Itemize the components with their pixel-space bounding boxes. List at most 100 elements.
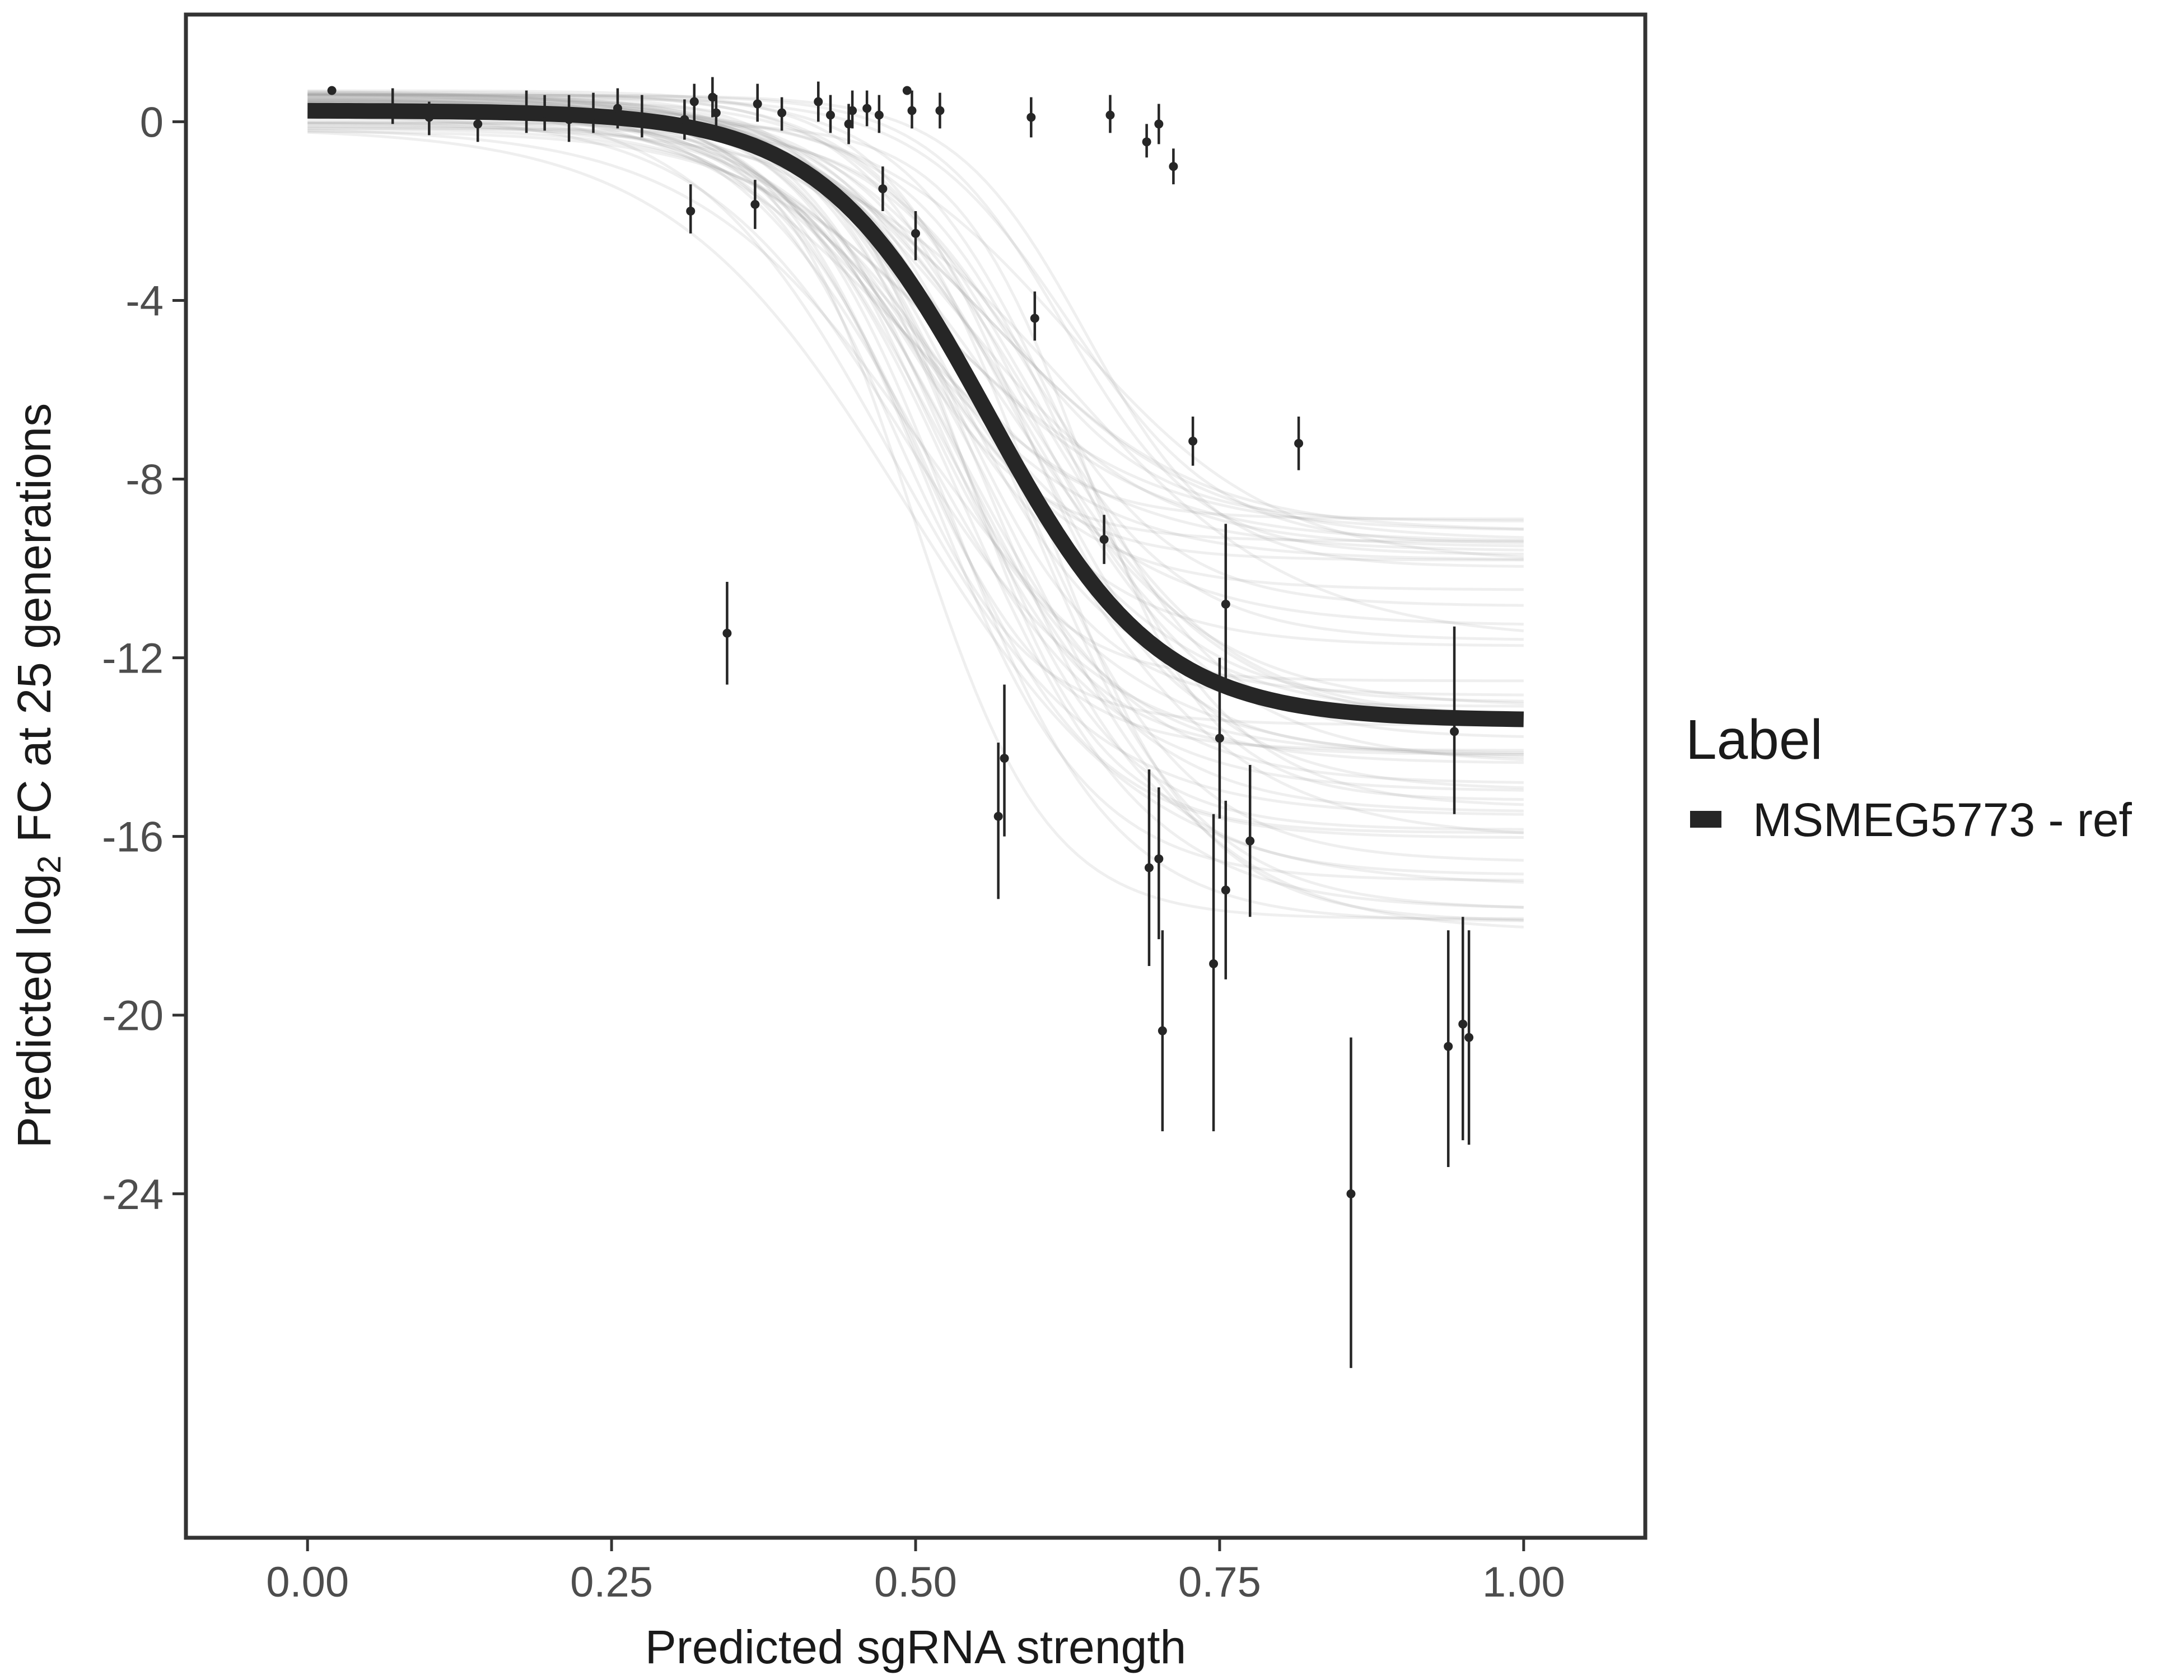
data-point — [1154, 787, 1164, 940]
legend-label-msmeg5773-ref: MSMEG5773 - ref — [1753, 794, 2132, 846]
point-marker — [708, 92, 717, 102]
point-marker — [1221, 599, 1230, 609]
data-point — [1464, 930, 1474, 1145]
point-marker — [1444, 1042, 1453, 1051]
data-point — [327, 86, 337, 95]
point-marker — [1105, 110, 1115, 120]
point-marker — [1169, 162, 1178, 171]
data-point — [1215, 657, 1224, 819]
posterior-draw — [307, 127, 1524, 928]
fit-line — [307, 102, 1524, 727]
posterior-draw — [307, 93, 1524, 909]
point-marker — [1221, 885, 1230, 895]
point-marker — [777, 108, 787, 118]
data-point — [722, 582, 732, 685]
legend-key-msmeg5773-ref — [1690, 811, 1721, 828]
point-marker — [1245, 836, 1255, 846]
data-point — [907, 90, 917, 129]
point-marker — [564, 115, 574, 124]
data-point — [878, 166, 888, 211]
data-point — [874, 95, 884, 133]
legend-title: Label — [1686, 708, 1823, 771]
data-point — [825, 95, 835, 133]
point-marker — [874, 110, 884, 120]
point-marker — [1026, 113, 1036, 122]
data-point — [1026, 97, 1036, 138]
posterior-draw — [307, 121, 1524, 801]
data-point — [862, 90, 872, 127]
point-marker — [935, 106, 945, 115]
point-marker — [1144, 863, 1154, 872]
posterior-draw — [307, 94, 1524, 556]
posterior-draw — [307, 119, 1524, 839]
point-marker — [825, 110, 835, 120]
y-tick-label: -16 — [102, 814, 164, 861]
data-point — [1142, 124, 1151, 158]
point-marker — [844, 119, 853, 129]
data-point — [753, 83, 762, 122]
data-point — [1188, 416, 1198, 466]
data-point — [1221, 800, 1230, 979]
x-tick-label: 0.75 — [1178, 1558, 1261, 1606]
data-point — [680, 99, 689, 140]
posterior-draw — [307, 93, 1524, 548]
posterior-draw — [307, 96, 1524, 831]
point-marker — [711, 108, 721, 118]
point-marker — [680, 115, 689, 124]
posterior-draw — [307, 92, 1524, 591]
point-marker — [1142, 137, 1151, 147]
posterior-draw — [307, 96, 1524, 544]
data-point — [1144, 769, 1154, 967]
point-marker — [1158, 1026, 1167, 1035]
point-marker — [1188, 436, 1198, 446]
data-point — [540, 95, 549, 131]
y-tick-label: -4 — [125, 277, 164, 325]
y-axis-title-prefix: Predicted log — [8, 874, 60, 1148]
point-marker — [1294, 438, 1304, 448]
data-point — [613, 88, 622, 129]
point-marker — [1000, 754, 1009, 763]
point-marker — [848, 106, 857, 115]
data-point — [1458, 917, 1468, 1141]
point-marker — [1346, 1189, 1356, 1198]
point-marker — [862, 104, 872, 113]
posterior-draw — [307, 124, 1524, 726]
y-axis: 0 -4 -8 -12 -16 -20 -24 — [102, 99, 184, 1219]
x-axis: 0.00 0.25 0.50 0.75 1.00 — [266, 1539, 1565, 1606]
y-tick-label: 0 — [140, 99, 164, 146]
point-marker — [993, 811, 1003, 821]
data-point — [902, 86, 912, 95]
point-marker — [814, 97, 823, 106]
data-point — [1169, 148, 1178, 185]
data-point — [848, 90, 857, 129]
point-marker — [1209, 959, 1219, 969]
data-point — [911, 211, 920, 260]
point-marker — [1450, 727, 1459, 736]
data-point — [1444, 930, 1453, 1167]
point-marker — [753, 99, 762, 109]
point-marker — [911, 228, 920, 238]
point-marker — [1464, 1033, 1474, 1042]
data-point — [1105, 95, 1115, 133]
point-marker — [388, 108, 398, 118]
posterior-draw — [307, 130, 1524, 884]
posterior-draw — [307, 94, 1524, 697]
data-point — [637, 95, 647, 138]
posterior-draw — [307, 100, 1524, 722]
posterior-draw — [307, 92, 1524, 738]
data-point — [777, 97, 787, 131]
point-marker — [424, 113, 434, 122]
data-point — [1158, 930, 1167, 1132]
data-point — [814, 81, 823, 122]
x-tick-label: 0.25 — [570, 1558, 653, 1606]
y-axis-title: Predicted log2 FC at 25 generations — [8, 403, 68, 1148]
data-point — [689, 83, 699, 122]
point-marker — [522, 110, 531, 120]
posterior-draw — [307, 89, 1524, 754]
data-point — [388, 88, 398, 124]
point-marker — [902, 86, 912, 95]
y-axis-title-subscript: 2 — [31, 856, 68, 874]
data-point — [564, 95, 574, 142]
data-point — [1450, 626, 1459, 814]
